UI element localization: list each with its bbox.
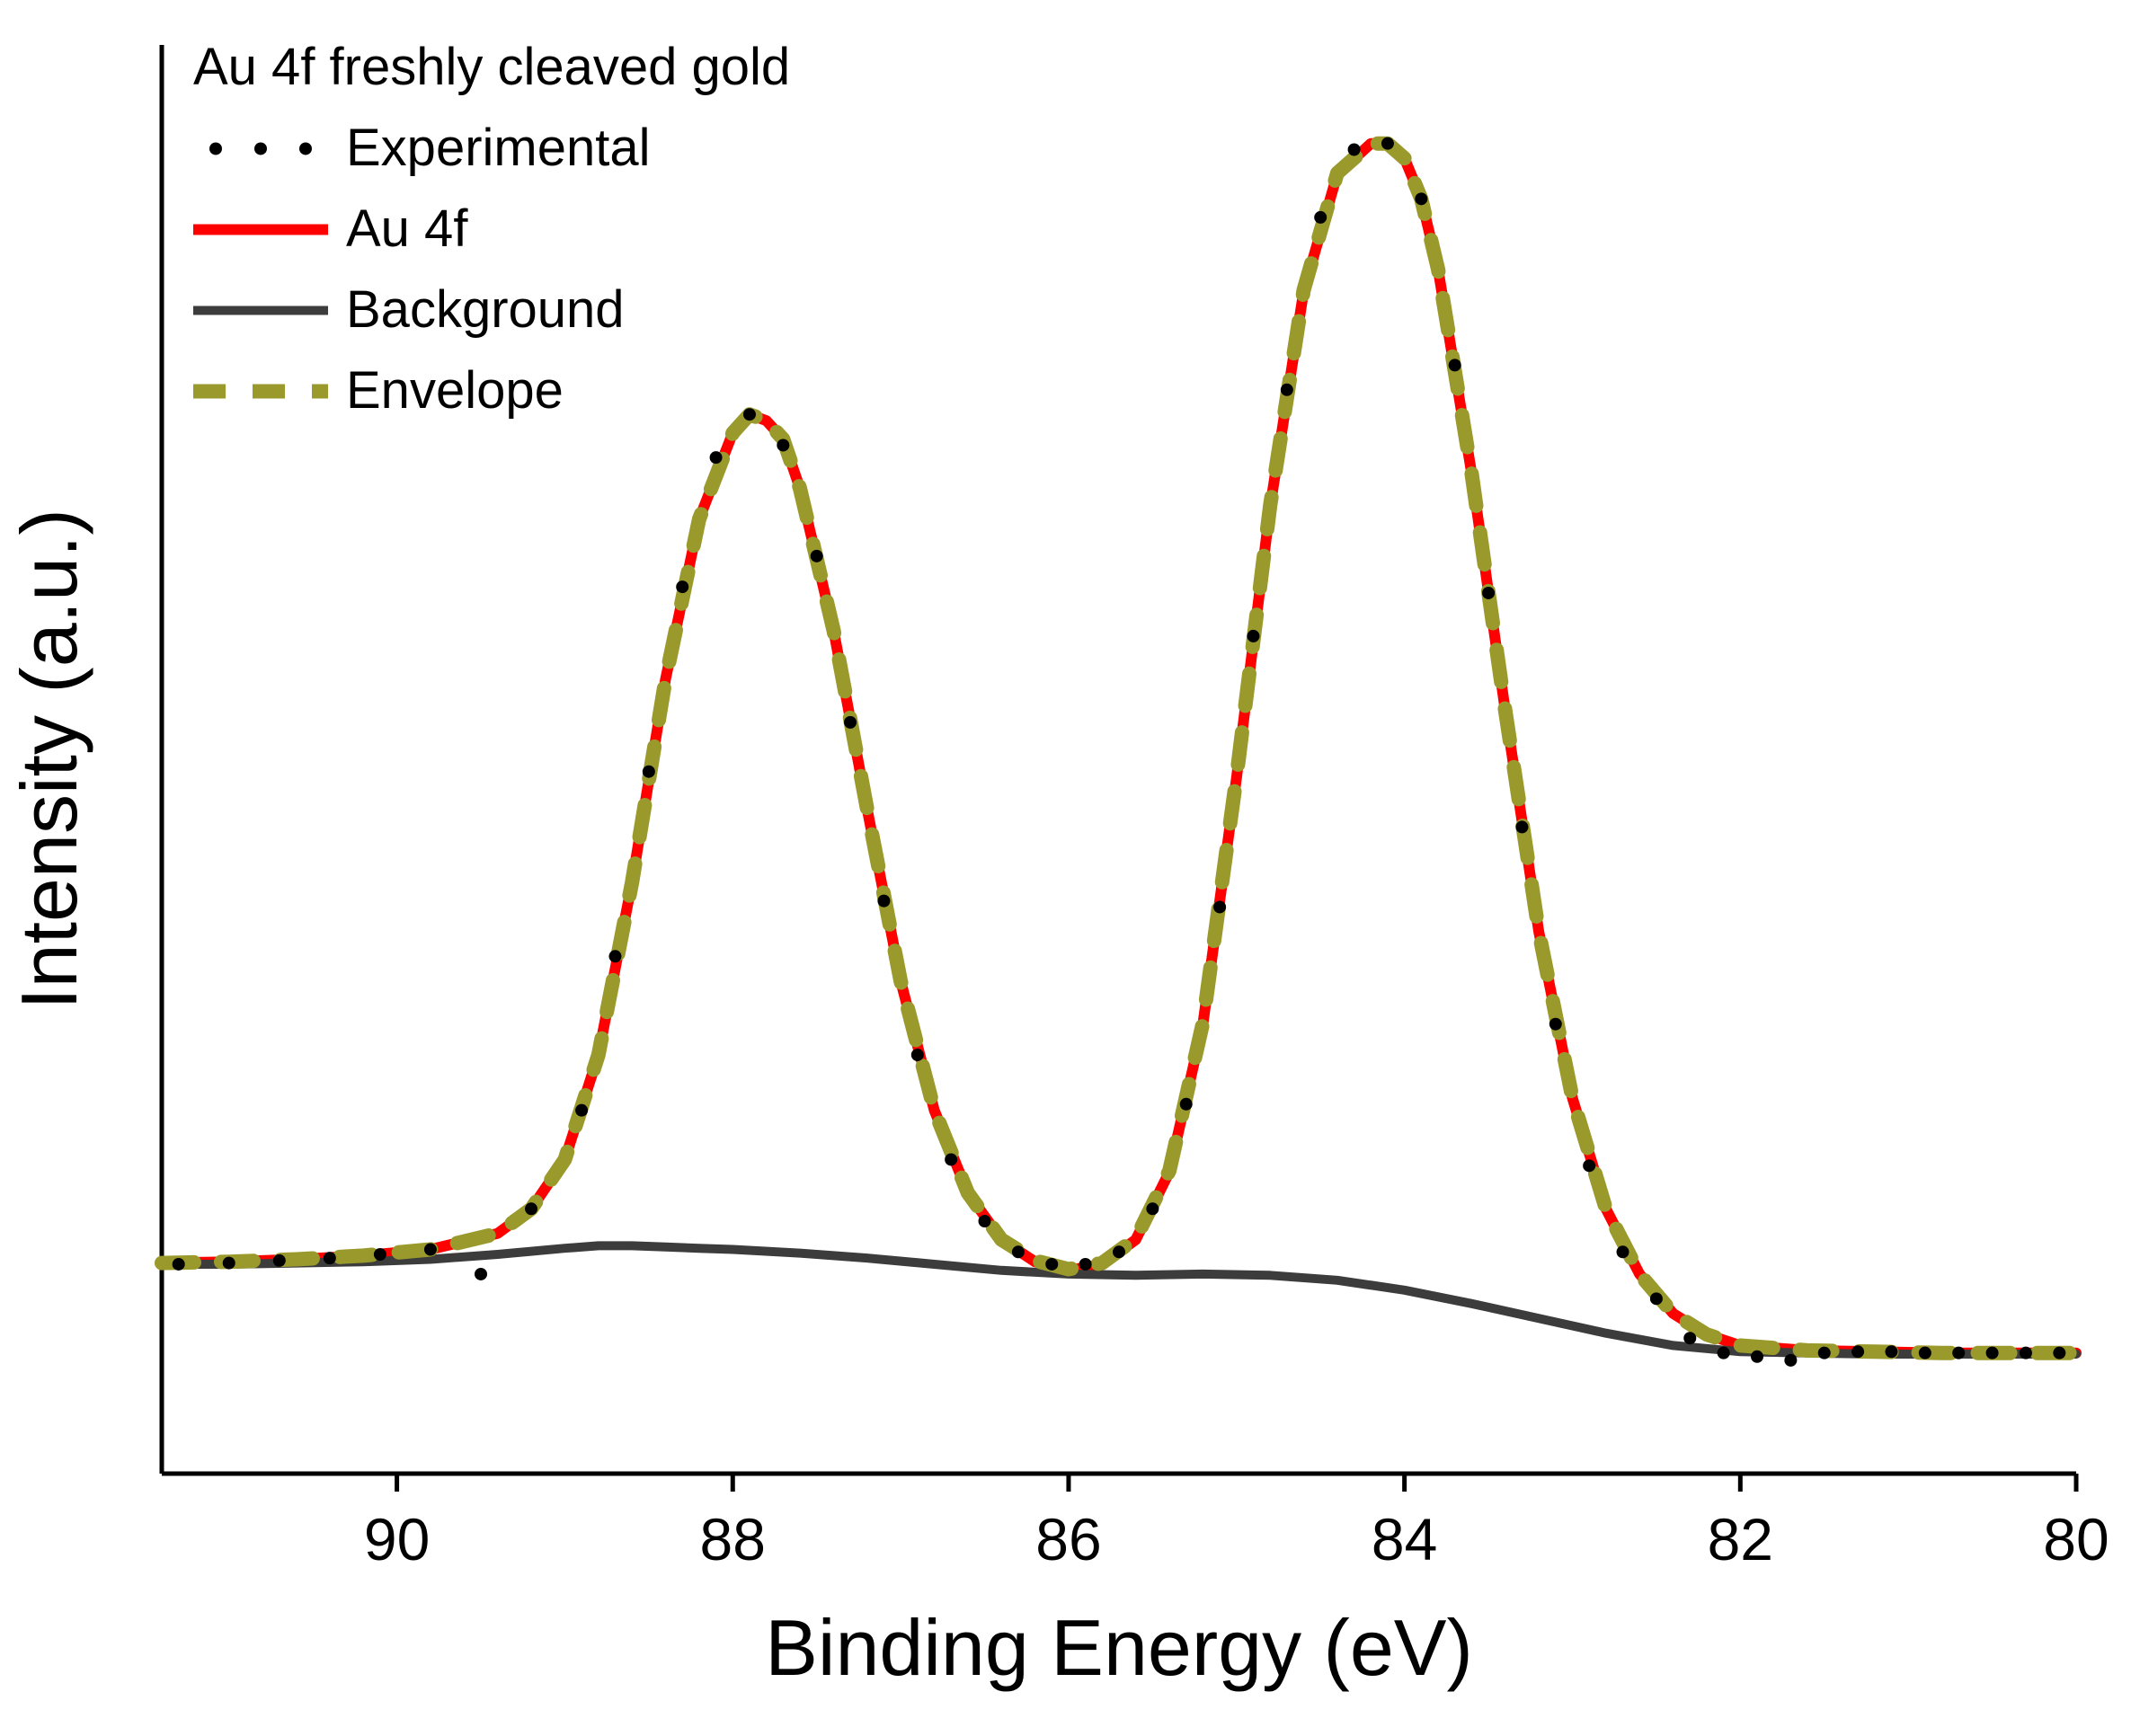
x-axis-label: Binding Energy (eV): [765, 1603, 1473, 1692]
x-tick-label: 86: [1035, 1506, 1101, 1572]
legend-swatch: [209, 142, 222, 155]
legend-label: Experimental: [346, 119, 650, 177]
legend-swatch: [254, 142, 267, 155]
x-tick-label: 90: [364, 1506, 430, 1572]
y-axis-label: Intensity (a.u.): [4, 509, 93, 1010]
legend-label: Background: [346, 280, 625, 339]
x-tick-label: 84: [1372, 1506, 1437, 1572]
chart-svg: 90 88 86 84 82 80 Binding Energy (eV) Intensity…: [0, 0, 2131, 1736]
x-tick-label: 82: [1708, 1506, 1773, 1572]
legend-label: Au 4f: [346, 199, 468, 258]
legend-swatch: [299, 142, 312, 155]
chart-title: Au 4f freshly cleaved gold: [193, 38, 790, 96]
x-tick-label: 88: [700, 1506, 766, 1572]
x-tick-label: 80: [2043, 1506, 2109, 1572]
legend-label: Envelope: [346, 361, 564, 420]
xps-chart: 90 88 86 84 82 80 Binding Energy (eV) Intensity…: [0, 0, 2131, 1736]
